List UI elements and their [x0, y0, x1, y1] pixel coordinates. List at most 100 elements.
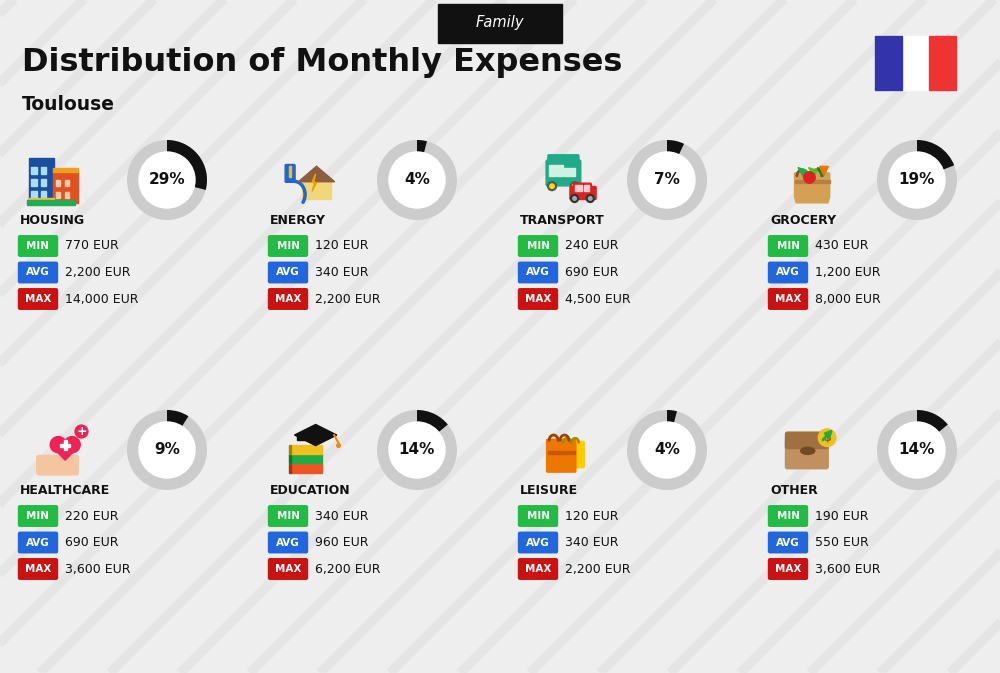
- Text: MIN: MIN: [26, 511, 49, 521]
- Text: MAX: MAX: [275, 564, 301, 574]
- Text: MIN: MIN: [277, 241, 300, 251]
- Text: MAX: MAX: [25, 564, 51, 574]
- FancyBboxPatch shape: [289, 172, 291, 177]
- FancyBboxPatch shape: [768, 532, 808, 553]
- Text: 120 EUR: 120 EUR: [315, 240, 368, 252]
- Text: MIN: MIN: [277, 511, 300, 521]
- FancyBboxPatch shape: [29, 199, 54, 203]
- Text: 120 EUR: 120 EUR: [565, 509, 618, 522]
- Text: MIN: MIN: [776, 511, 800, 521]
- Text: MAX: MAX: [775, 564, 801, 574]
- FancyBboxPatch shape: [56, 192, 60, 199]
- Text: $: $: [823, 433, 831, 443]
- Circle shape: [589, 197, 592, 201]
- Wedge shape: [667, 140, 684, 155]
- FancyBboxPatch shape: [65, 192, 69, 199]
- Text: 960 EUR: 960 EUR: [315, 536, 368, 549]
- FancyBboxPatch shape: [575, 185, 582, 190]
- Text: HEALTHCARE: HEALTHCARE: [20, 483, 110, 497]
- FancyBboxPatch shape: [58, 465, 66, 474]
- FancyBboxPatch shape: [268, 262, 308, 283]
- FancyBboxPatch shape: [50, 465, 57, 474]
- Circle shape: [639, 152, 695, 208]
- FancyBboxPatch shape: [268, 532, 308, 553]
- FancyBboxPatch shape: [31, 179, 37, 186]
- Wedge shape: [417, 410, 448, 432]
- Text: 2,200 EUR: 2,200 EUR: [565, 563, 631, 575]
- Circle shape: [804, 172, 815, 183]
- Text: 3,600 EUR: 3,600 EUR: [65, 563, 130, 575]
- Circle shape: [586, 194, 594, 203]
- Text: MAX: MAX: [25, 294, 51, 304]
- Text: 14%: 14%: [399, 443, 435, 458]
- Wedge shape: [627, 410, 707, 490]
- FancyBboxPatch shape: [27, 201, 75, 205]
- Text: 29%: 29%: [149, 172, 185, 188]
- Wedge shape: [627, 140, 707, 220]
- FancyBboxPatch shape: [67, 465, 75, 474]
- Text: 9%: 9%: [154, 443, 180, 458]
- FancyBboxPatch shape: [18, 262, 57, 283]
- FancyBboxPatch shape: [31, 191, 37, 199]
- FancyBboxPatch shape: [438, 3, 562, 42]
- Circle shape: [889, 152, 945, 208]
- Text: 7%: 7%: [654, 172, 680, 188]
- FancyBboxPatch shape: [29, 158, 54, 203]
- Text: MAX: MAX: [525, 564, 551, 574]
- Text: AVG: AVG: [26, 267, 50, 277]
- Text: AVG: AVG: [526, 267, 550, 277]
- Text: MAX: MAX: [525, 294, 551, 304]
- Circle shape: [573, 184, 577, 188]
- Circle shape: [389, 422, 445, 478]
- Circle shape: [139, 152, 195, 208]
- Circle shape: [337, 444, 340, 448]
- Text: 4%: 4%: [654, 443, 680, 458]
- FancyBboxPatch shape: [268, 559, 308, 579]
- Text: 220 EUR: 220 EUR: [65, 509, 119, 522]
- FancyBboxPatch shape: [18, 532, 57, 553]
- Text: 340 EUR: 340 EUR: [565, 536, 618, 549]
- Polygon shape: [817, 168, 826, 176]
- FancyBboxPatch shape: [285, 164, 295, 182]
- FancyBboxPatch shape: [18, 505, 57, 526]
- Circle shape: [639, 422, 695, 478]
- Polygon shape: [312, 174, 317, 191]
- FancyBboxPatch shape: [268, 505, 308, 526]
- FancyBboxPatch shape: [768, 559, 808, 579]
- Wedge shape: [127, 140, 207, 220]
- Text: AVG: AVG: [526, 538, 550, 548]
- Wedge shape: [667, 410, 677, 423]
- Text: MIN: MIN: [526, 511, 550, 521]
- FancyBboxPatch shape: [53, 171, 78, 203]
- Text: 340 EUR: 340 EUR: [315, 266, 368, 279]
- FancyBboxPatch shape: [548, 155, 579, 164]
- Text: HOUSING: HOUSING: [20, 213, 85, 227]
- FancyBboxPatch shape: [518, 559, 558, 579]
- FancyBboxPatch shape: [518, 236, 558, 256]
- FancyBboxPatch shape: [41, 179, 46, 186]
- FancyBboxPatch shape: [60, 444, 70, 447]
- FancyBboxPatch shape: [561, 441, 584, 468]
- Text: 4,500 EUR: 4,500 EUR: [565, 293, 631, 306]
- FancyBboxPatch shape: [584, 185, 589, 190]
- FancyBboxPatch shape: [268, 236, 308, 256]
- Text: 19%: 19%: [899, 172, 935, 188]
- FancyBboxPatch shape: [289, 445, 322, 454]
- Text: TRANSPORT: TRANSPORT: [520, 213, 605, 227]
- Text: MIN: MIN: [26, 241, 49, 251]
- FancyBboxPatch shape: [56, 180, 60, 186]
- FancyBboxPatch shape: [518, 262, 558, 283]
- Polygon shape: [795, 173, 830, 203]
- FancyBboxPatch shape: [564, 168, 575, 176]
- FancyBboxPatch shape: [289, 464, 291, 473]
- Polygon shape: [50, 445, 80, 460]
- Text: 2,200 EUR: 2,200 EUR: [315, 293, 380, 306]
- FancyBboxPatch shape: [548, 451, 575, 454]
- FancyBboxPatch shape: [18, 289, 57, 310]
- Wedge shape: [167, 140, 207, 190]
- Text: 770 EUR: 770 EUR: [65, 240, 119, 252]
- FancyBboxPatch shape: [518, 532, 558, 553]
- Wedge shape: [377, 140, 457, 220]
- Text: MAX: MAX: [775, 294, 801, 304]
- Wedge shape: [877, 140, 957, 220]
